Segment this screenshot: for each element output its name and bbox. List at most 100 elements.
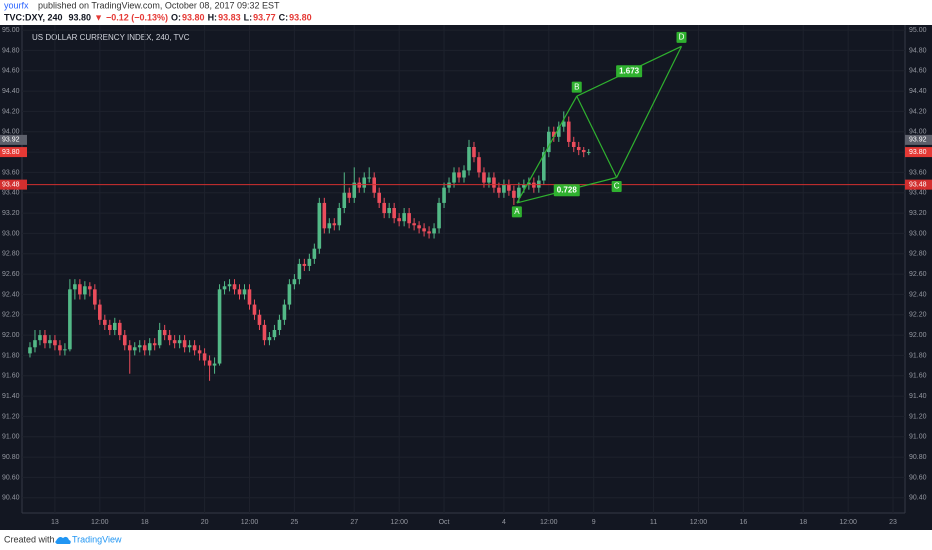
y-tick-label: 91.20 (2, 413, 20, 420)
y-tick-label-right: 93.40 (909, 190, 927, 197)
x-tick-label: 4 (502, 519, 506, 526)
price-marker-bg (905, 134, 932, 145)
footer-bg (0, 530, 932, 550)
y-tick-label: 92.40 (2, 291, 20, 298)
candle-body (327, 223, 332, 229)
candle-body (537, 180, 541, 188)
candle-body (547, 131, 551, 153)
y-tick-label: 94.60 (2, 68, 20, 75)
candle-body (152, 343, 157, 346)
last-price: 93.80 (69, 12, 92, 22)
logo (55, 536, 71, 544)
x-tick-label: 25 (290, 519, 298, 526)
candle-body (362, 177, 367, 188)
ohlc-key: C: (279, 12, 289, 22)
point-label: C (614, 182, 620, 191)
candle-body (392, 208, 396, 219)
ohlc-key: H: (208, 12, 218, 22)
candle-body (262, 324, 267, 341)
pattern-leg (516, 95, 578, 204)
candle-body (237, 289, 242, 295)
candle-body (247, 289, 252, 305)
candle-body (551, 131, 556, 137)
candle-body (217, 289, 222, 364)
y-tick-label-right: 91.20 (909, 413, 927, 420)
candle-body (447, 182, 451, 188)
candle-body (377, 192, 381, 203)
candle-body (53, 340, 57, 346)
ohlc-value: 93.83 (218, 12, 241, 22)
x-tick-label: 16 (739, 519, 747, 526)
price-marker-bg (0, 134, 27, 145)
y-tick-label-right: 94.60 (909, 68, 927, 75)
candle-body (566, 121, 571, 142)
y-tick-label-right: 94.40 (909, 88, 927, 95)
candle-body (63, 349, 67, 351)
y-tick-label-right: 93.00 (909, 230, 927, 237)
candle-body (437, 202, 441, 229)
candle-body (78, 284, 82, 295)
candle-body (397, 218, 401, 222)
y-tick-label: 92.60 (2, 271, 20, 278)
candle-body (432, 228, 436, 234)
pattern-leg (616, 46, 683, 178)
candle-body (48, 340, 52, 344)
author[interactable]: yourfx (4, 0, 29, 10)
candle-body (382, 202, 386, 214)
candle-body (487, 177, 491, 183)
hline-label: 93.48 (909, 181, 927, 188)
footer-brand[interactable]: TradingView (72, 534, 122, 544)
chart-title: US DOLLAR CURRENCY INDEX, 240, TVC (32, 33, 190, 42)
candle-body (38, 335, 42, 341)
x-tick-label: 18 (141, 519, 149, 526)
candle-body (222, 286, 227, 290)
candle-body (167, 335, 172, 341)
candle-body (68, 289, 72, 350)
plot (22, 25, 905, 513)
candle-body (227, 284, 232, 287)
point-label: A (514, 207, 520, 216)
y-tick-label: 91.80 (2, 352, 20, 359)
candle-body (202, 353, 207, 361)
ratio-label: 1.673 (619, 66, 640, 75)
y-tick-label: 95.00 (2, 27, 20, 34)
candle-body (467, 147, 471, 171)
candle-body (112, 322, 117, 330)
candle-body (33, 340, 37, 348)
price-marker-bg (0, 147, 27, 158)
change-arrow: ▼ (94, 12, 103, 22)
x-tick-label: 13 (51, 519, 59, 526)
x-tick-label: 12:00 (241, 519, 259, 526)
y-tick-label: 94.80 (2, 47, 20, 54)
candle-body (586, 152, 591, 154)
y-tick-label-right: 94.00 (909, 129, 927, 136)
point-label-bg (571, 81, 582, 93)
candle-body (282, 304, 287, 320)
y-tick-label-right: 90.40 (909, 495, 927, 502)
y-tick-label: 93.40 (2, 190, 20, 197)
candle-body (387, 208, 391, 214)
ohlc-value: 93.80 (289, 12, 312, 22)
candle-body (522, 184, 526, 188)
candle-body (556, 126, 561, 137)
x-tick-label: 11 (650, 519, 657, 526)
candle-body (507, 184, 511, 191)
x-tick-label: 12:00 (91, 519, 109, 526)
point-label: D (679, 32, 685, 41)
candle-body (407, 213, 411, 224)
candle-body (242, 289, 247, 295)
point-label: B (574, 82, 579, 91)
y-tick-label-right: 91.80 (909, 352, 927, 359)
candle-body (117, 322, 122, 336)
change: −0.12 (−0.13%) (106, 12, 168, 22)
y-tick-label: 92.20 (2, 312, 20, 319)
price-marker: 93.80 (2, 149, 20, 156)
candle-body (122, 335, 127, 346)
y-tick-label: 90.80 (2, 454, 20, 461)
candle-body (177, 340, 182, 344)
x-tick-label: 12:00 (839, 519, 857, 526)
point-label-bg (676, 31, 687, 43)
y-tick-label-right: 91.00 (909, 434, 927, 441)
candle-body (492, 177, 496, 188)
